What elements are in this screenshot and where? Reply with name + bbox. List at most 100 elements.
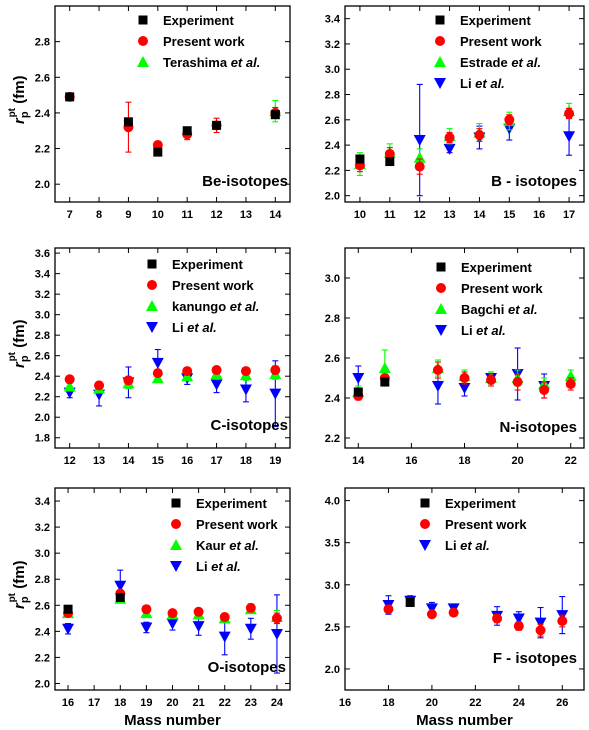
data-point (474, 129, 485, 140)
legend-marker (171, 519, 181, 529)
data-point (269, 388, 282, 400)
data-point (115, 592, 125, 602)
x-tick-label: 14 (269, 209, 282, 221)
legend-label: Present work (461, 281, 543, 296)
legend-marker (138, 15, 148, 25)
legend-label: Terashima et al. (163, 55, 260, 70)
series-square (353, 377, 390, 397)
x-tick-label: 13 (240, 209, 252, 221)
data-point (245, 602, 256, 613)
y-tick-label: 2.8 (325, 313, 340, 325)
isotope-label: F - isotopes (493, 650, 577, 667)
y-tick-label: 2.4 (325, 393, 341, 405)
legend-marker (434, 56, 446, 67)
legend-marker (137, 56, 149, 67)
data-point (425, 603, 438, 615)
y-tick-label: 2.2 (35, 392, 50, 404)
y-tick-label: 2.6 (325, 353, 340, 365)
isotope-label: N-isotopes (499, 419, 577, 436)
data-point (152, 139, 163, 150)
legend-label: Experiment (163, 13, 234, 28)
data-point (426, 609, 437, 620)
data-point (244, 623, 257, 635)
data-point (193, 606, 204, 617)
legend-marker (147, 259, 157, 269)
legend-label: Estrade et al. (460, 55, 541, 70)
legend-label: Li et al. (196, 559, 241, 574)
legend-label: Experiment (461, 260, 532, 275)
y-tick-label: 2.4 (35, 626, 51, 638)
data-point (63, 604, 73, 614)
legend-label-etal: et al. (187, 320, 217, 335)
x-tick-label: 20 (426, 697, 438, 709)
isotope-label: O-isotopes (208, 659, 286, 676)
data-point (486, 375, 497, 385)
data-point (62, 623, 75, 635)
legend-label: Li et al. (172, 320, 217, 335)
legend-label: Present work (163, 34, 245, 49)
data-point (384, 148, 395, 159)
legend-label-main: Kaur (196, 538, 229, 553)
data-point (413, 135, 426, 147)
panel-Be: 7 8 9 10 11 12 13 14 2.0 2.2 2.4 2.6 2.8 Experiment Pr… (7, 5, 291, 221)
data-point (405, 597, 415, 607)
legend-marker (147, 280, 157, 290)
legend-label: Experiment (196, 496, 267, 511)
isotope-label: B - isotopes (491, 173, 577, 190)
y-tick-label: 3.4 (325, 14, 341, 26)
legend-label-etal: et al. (475, 76, 505, 91)
legend-marker (435, 15, 445, 25)
y-tick-label: 2.0 (35, 412, 50, 424)
series-circle (63, 588, 282, 625)
y-tick-label: 2.5 (325, 622, 340, 634)
data-point (219, 612, 230, 623)
y-tick-label: 2.8 (35, 37, 50, 49)
x-tick-label: 15 (152, 455, 164, 467)
y-axis-label: rppt (fm) (7, 319, 31, 368)
x-tick-label: 14 (473, 209, 486, 221)
y-tick-label: 3.4 (35, 496, 51, 508)
data-point (271, 613, 282, 624)
series-square (63, 592, 125, 614)
data-point (182, 366, 193, 377)
legend-label: Li et al. (460, 76, 505, 91)
x-axis-label: Mass number (124, 712, 221, 729)
data-point (504, 114, 515, 125)
x-tick-label: 18 (458, 455, 470, 467)
legend-label: kanungo et al. (172, 299, 259, 314)
x-tick-label: 12 (414, 209, 426, 221)
data-point (539, 385, 550, 395)
x-tick-label: 10 (152, 209, 164, 221)
y-axis-label-sub: p (19, 596, 31, 603)
data-point (114, 580, 127, 592)
y-tick-label: 2.2 (325, 433, 340, 445)
x-tick-label: 16 (533, 209, 545, 221)
data-point (535, 625, 546, 636)
y-axis-label-r: r (11, 117, 28, 124)
isotope-label: Be-isotopes (202, 173, 288, 190)
series-triangle-down (62, 569, 283, 674)
data-point (513, 621, 524, 632)
x-tick-label: 12 (64, 455, 76, 467)
x-tick-label: 13 (93, 455, 105, 467)
legend-label-main: Li (460, 76, 475, 91)
y-axis-label-r: r (11, 361, 28, 368)
data-point (564, 108, 575, 119)
data-point (211, 365, 222, 376)
x-tick-label: 13 (443, 209, 455, 221)
data-point (534, 617, 547, 629)
y-axis-label-sup: pt (7, 592, 18, 602)
data-point (239, 384, 252, 396)
y-tick-label: 3.2 (35, 289, 50, 301)
legend-marker (436, 262, 446, 272)
y-tick-label: 2.8 (35, 574, 50, 586)
panel-N: 14 16 18 20 22 2.2 2.4 2.6 2.8 3.0 Experiment Prese… (325, 247, 585, 467)
legend-label: Experiment (460, 13, 531, 28)
data-point (353, 387, 363, 397)
legend-label-main: Estrade (460, 55, 511, 70)
x-tick-label: 19 (269, 455, 281, 467)
legend-label: Present work (460, 34, 542, 49)
x-tick-label: 11 (384, 209, 396, 221)
